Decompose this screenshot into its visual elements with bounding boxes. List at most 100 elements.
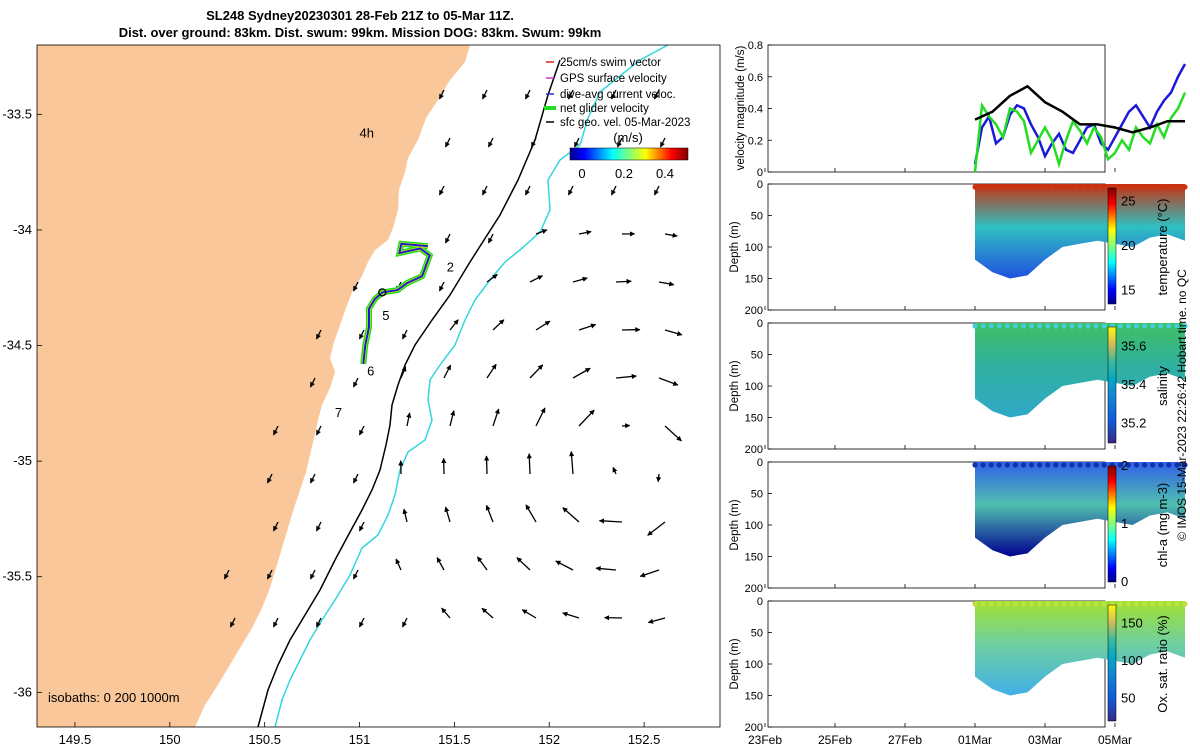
current-arrow: [492, 408, 500, 427]
section-surface-sample: [1053, 462, 1059, 468]
colorbar-tick-1: 0.2: [615, 166, 633, 181]
section-surface-sample: [1174, 462, 1180, 468]
section-surface-sample: [988, 323, 994, 329]
isobath-1000m: [274, 45, 669, 727]
section-surface-sample: [980, 601, 986, 607]
current-arrow: [402, 508, 408, 523]
section-colorbar-tick: 150: [1121, 616, 1143, 631]
legend-gps-label: GPS surface velocity: [560, 73, 667, 85]
map-xtick-label: 151.5: [438, 732, 471, 747]
section-colorbar-tick: 2: [1121, 458, 1128, 473]
section-surface-sample: [1061, 462, 1067, 468]
section-ytick-label: 150: [745, 413, 763, 425]
current-arrow: [526, 453, 532, 475]
section-surface-sample: [996, 462, 1002, 468]
current-arrow: [481, 89, 488, 100]
section-ylabel: Depth (m): [729, 638, 741, 689]
current-arrow: [529, 364, 544, 379]
current-arrow: [567, 89, 574, 100]
day-marker-label: 5: [382, 308, 389, 323]
section-colorbar-label: Ox. sat. ratio (%): [1155, 615, 1170, 713]
date-axis: 23Feb 25Feb 27Feb 01Mar 03Mar 05Mar: [748, 733, 1132, 747]
section-surface-sample: [1174, 184, 1180, 190]
section-surface-sample: [1101, 323, 1107, 329]
section-surface-sample: [1028, 601, 1035, 607]
current-arrow: [449, 410, 456, 427]
current-arrow: [444, 506, 451, 523]
day-markers: 4h 2 5 6 7: [335, 125, 454, 420]
section-ytick-label: 200: [745, 305, 763, 317]
map-panel[interactable]: 149.5 150 150.5 151 151.5 152 152.5 -33.5 -34 -34…: [2, 44, 721, 747]
current-arrow: [578, 229, 592, 236]
current-arrow: [653, 185, 660, 196]
current-arrow: [484, 455, 490, 475]
track-position-marker: [378, 288, 387, 297]
section-surface-sample: [1093, 184, 1099, 190]
section-surface-sample: [1117, 184, 1123, 190]
current-arrow: [647, 521, 666, 536]
velocity-ytick-label: 0.6: [748, 72, 763, 84]
current-arrow: [516, 557, 531, 571]
velocity-ytick-label: 0: [757, 167, 763, 179]
current-arrow: [653, 89, 660, 100]
current-arrow: [266, 569, 273, 580]
section-ytick-label: 200: [745, 444, 763, 456]
section-colorbar-tick: 1: [1121, 516, 1128, 531]
section-surface-sample: [1037, 323, 1043, 329]
current-arrow: [487, 233, 494, 244]
current-arrow: [578, 409, 595, 427]
current-arrow: [658, 377, 679, 386]
colorbar-units: (m/s): [613, 130, 643, 145]
section-surface-sample: [1142, 323, 1148, 329]
map-xtick-label: 151: [349, 732, 371, 747]
section-ylabel: Depth (m): [729, 360, 741, 411]
section-surface-sample: [1182, 184, 1188, 190]
current-arrow: [569, 450, 575, 475]
legend-net-label: net glider velocity: [560, 103, 649, 115]
date-tick-label: 03Mar: [1028, 733, 1062, 747]
section-ytick-label: 0: [757, 179, 763, 191]
section-surface-sample: [1085, 323, 1091, 329]
current-arrow: [441, 607, 451, 619]
current-arrow: [229, 617, 236, 628]
section-surface-sample: [1020, 462, 1027, 468]
credit-text: © IMOS 15-Mar-2023 22:26:42 Hobart time.…: [1175, 269, 1189, 541]
section-ytick-label: 200: [745, 722, 763, 734]
section-surface-sample: [1053, 601, 1059, 607]
section-surface-sample: [1133, 323, 1140, 329]
section-colorbar-label: temperature (°C): [1155, 199, 1170, 296]
map-xtick-label: 152.5: [628, 732, 661, 747]
section-surface-sample: [980, 462, 986, 468]
section-surface-sample: [1117, 601, 1123, 607]
section-surface-sample: [1125, 323, 1132, 329]
section-surface-sample: [1061, 601, 1067, 607]
section-surface-sample: [1166, 462, 1172, 468]
section-surface-sample: [1020, 601, 1027, 607]
section-surface-sample: [1142, 462, 1148, 468]
map-frame: [36, 44, 721, 728]
section-surface-sample: [1093, 323, 1099, 329]
day-marker-label: 4h: [360, 125, 374, 140]
legend-swim-label: 25cm/s swim vector: [560, 57, 661, 69]
map-legend: 25cm/s swim vector GPS surface velocity …: [544, 57, 690, 129]
current-arrow: [572, 276, 588, 283]
section-surface-sample: [1182, 601, 1188, 607]
current-vector-field: [223, 89, 683, 628]
section-surface-sample: [996, 601, 1002, 607]
current-arrow: [309, 473, 316, 484]
section-surface-sample: [1150, 323, 1156, 329]
section-colorbar-tick: 35.4: [1121, 377, 1146, 392]
date-tick-label: 23Feb: [748, 733, 782, 747]
current-arrow: [664, 425, 682, 442]
section-surface-sample: [1069, 601, 1075, 607]
velocity-magnitude-panel[interactable]: 0 0.2 0.4 0.6 0.8 velocity magnitude (m/s): [735, 40, 1187, 179]
current-arrow: [612, 466, 618, 475]
section-surface-sample: [1012, 184, 1019, 190]
current-arrow: [401, 329, 408, 340]
section-colorbar: [1107, 604, 1117, 722]
current-arrow: [481, 185, 488, 196]
colorbar-gradient: [569, 147, 689, 161]
section-surface-sample: [1133, 462, 1140, 468]
